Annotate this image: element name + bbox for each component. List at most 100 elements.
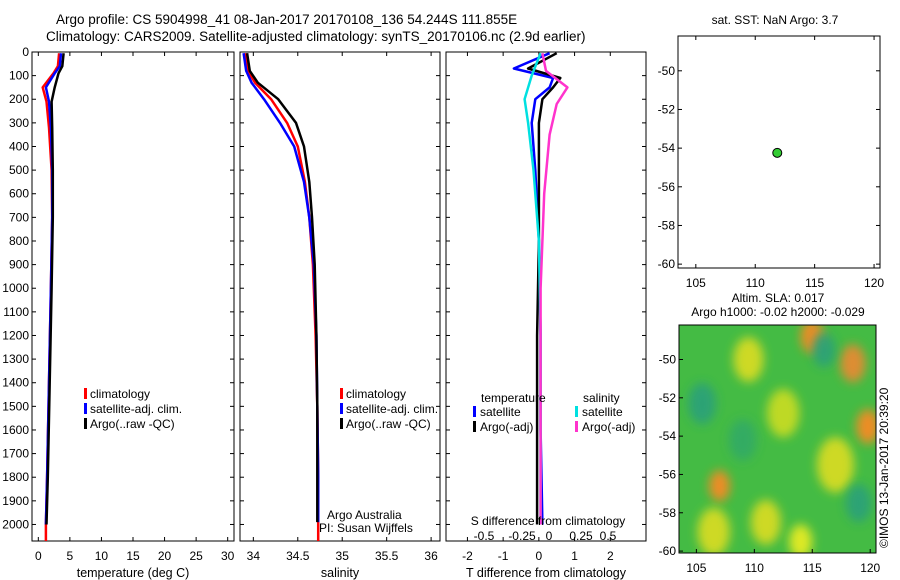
depth-tick-label: 2000 [2,517,29,531]
s-diff-tick-label: 0.25 [569,529,593,543]
annotation-pi-name: PI: Susan Wijffels [319,521,413,535]
legend-swatch [340,418,343,429]
map-y-tick-label: -50 [658,64,676,78]
legend-swatch [340,403,343,414]
heatmap-anomaly-patch [728,419,757,461]
map-y-tick-label: -52 [658,102,676,116]
x-tick-label: 1 [571,549,578,563]
depth-tick-label: 1400 [2,376,29,390]
x-tick-label: 5 [67,549,74,563]
x-tick-label: -2 [462,549,473,563]
legend-label: Argo(-adj) [582,420,635,434]
s-diff-tick-label: -0.5 [474,529,495,543]
legend-label: climatology [90,387,150,401]
legend-swatch [84,388,87,399]
x-tick-label: 0 [536,549,543,563]
legend-label: satellite [582,405,623,419]
legend-swatch [575,421,578,432]
heatmap-y-tick-label: -52 [659,391,677,405]
heatmap-anomaly-patch [767,388,800,438]
depth-tick-label: 900 [9,258,29,272]
x-tick-label: 10 [95,549,109,563]
depth-tick-label: 1100 [3,305,29,319]
map-x-tick-label: 110 [746,276,765,290]
heatmap-y-tick-label: -50 [659,352,677,366]
heatmap-anomaly-patch [840,344,866,383]
sst-map-title: sat. SST: NaN Argo: 3.7 [712,13,839,27]
heatmap-anomaly-patch [856,409,876,444]
heatmap-anomaly-patch [750,499,781,545]
depth-tick-label: 1200 [2,328,29,342]
map-x-tick-label: 120 [864,276,884,290]
map-y-tick-label: -56 [658,180,676,194]
depth-tick-label: 1700 [2,447,29,461]
heatmap-frame [678,324,877,554]
title-line-1: Argo profile: CS 5904998_41 08-Jan-2017 … [56,12,518,27]
map-y-tick-label: -54 [658,141,676,155]
legend-label: satellite [480,405,521,419]
map-x-tick-label: 105 [686,276,706,290]
profile-panel-frame-2 [239,51,441,542]
heatmap-anomaly-patch [812,332,836,368]
series-line-satellite-adj--clim- [242,53,320,523]
s-difference-label: S difference from climatology [471,514,626,528]
legend-label: Argo(..raw -QC) [346,417,431,431]
heatmap-y-tick-label: -60 [659,544,677,558]
x-tick-label: 25 [189,549,203,563]
depth-tick-label: 400 [9,139,29,153]
depth-tick-label: 1900 [2,494,29,508]
x-tick-label: 36 [424,549,438,563]
s-diff-tick-label: 0 [546,529,553,543]
depth-tick-label: 300 [9,116,29,130]
depth-tick-label: 700 [9,210,29,224]
heatmap-y-tick-label: -58 [659,506,677,520]
legend-group-temperature: temperature [481,391,546,405]
series-line-argo--adj- [539,52,569,525]
s-diff-tick-label: 0.5 [600,529,617,543]
heatmap-anomaly-patch [733,337,764,382]
heatmap-anomaly-patch [845,484,872,523]
legend-label: climatology [346,387,406,401]
depth-tick-label: 0 [22,45,29,59]
profile-panel-frame-1 [31,51,235,542]
depth-tick-label: 200 [9,92,29,106]
s-diff-tick-label: -0.25 [508,529,536,543]
series-line-argo---raw--qc- [45,53,65,525]
heatmap-x-tick-label: 120 [860,561,880,575]
series-line-argo---raw--qc- [245,53,319,523]
x-tick-label: 20 [158,549,172,563]
x-tick-label: -1 [498,549,509,563]
legend-label: Argo(-adj) [480,420,533,434]
imos-watermark: ©IMOS 13-Jan-2017 20:39:20 [877,387,891,548]
legend-swatch [84,403,87,414]
sla-title: Altim. SLA: 0.017 [732,291,825,305]
x-tick-label: 34 [247,549,261,563]
map-x-tick-label: 115 [805,276,824,290]
x-tick-label: 35.5 [375,549,399,563]
x-tick-label: 34.5 [286,549,310,563]
map-panel-frame [677,35,881,269]
legend-swatch [473,421,476,432]
legend-swatch [84,418,87,429]
map-y-tick-label: -60 [658,257,676,271]
legend-swatch [340,388,343,399]
legend-group-salinity: salinity [583,391,620,405]
depth-tick-label: 1000 [2,281,29,295]
heatmap-anomaly-patch [709,470,730,502]
x-tick-label: 0 [35,549,42,563]
argo-location-marker [772,147,783,158]
depth-tick-label: 1300 [2,352,29,366]
legend-label: satellite-adj. clim. [346,402,438,416]
heatmap-x-tick-label: 110 [745,561,764,575]
heatmap-field [688,325,876,553]
heatmap-x-tick-label: 105 [686,561,706,575]
x-tick-label: 2 [607,549,614,563]
map-y-tick-label: -58 [658,218,676,232]
x-tick-label: 15 [126,549,140,563]
x-tick-label: 30 [221,549,235,563]
heatmap-x-tick-label: 115 [803,561,822,575]
depth-tick-label: 800 [9,234,29,248]
heatmap-anomaly-patch [789,524,813,553]
depth-tick-label: 100 [9,69,29,83]
depth-tick-label: 1800 [2,470,29,484]
